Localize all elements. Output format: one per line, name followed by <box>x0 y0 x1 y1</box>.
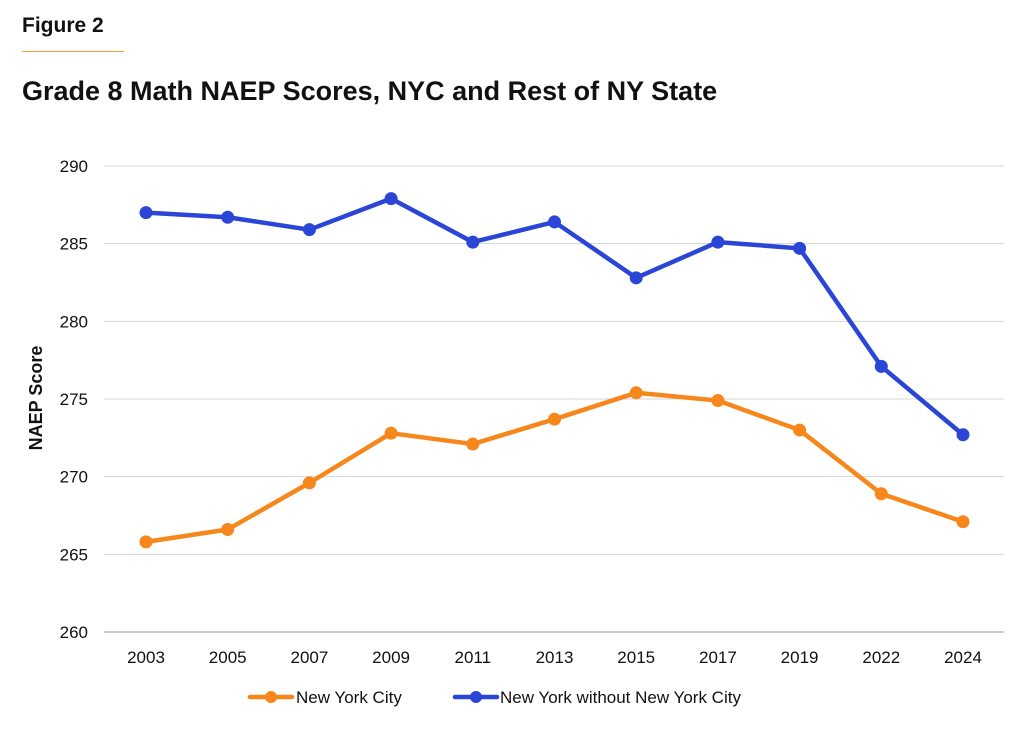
gridlines <box>104 165 1004 633</box>
x-tick-label: 2009 <box>372 648 410 667</box>
figure-label: Figure 2 <box>22 14 104 37</box>
y-tick-label: 285 <box>60 235 88 254</box>
data-point <box>548 412 561 426</box>
figure-label-underline <box>22 51 124 52</box>
x-tick-label: 2007 <box>290 648 328 667</box>
y-axis-label: NAEP Score <box>26 346 46 451</box>
y-tick-label: 265 <box>60 545 88 564</box>
data-point <box>139 535 153 549</box>
data-point <box>874 359 888 373</box>
data-point <box>466 235 480 249</box>
x-tick-label: 2005 <box>209 648 247 667</box>
series-lines <box>139 192 970 549</box>
data-point <box>629 386 643 400</box>
data-point <box>221 210 235 224</box>
x-tick-label: 2015 <box>617 648 655 667</box>
data-point <box>629 271 643 285</box>
data-point <box>711 235 725 249</box>
y-tick-label: 290 <box>60 157 88 176</box>
data-point <box>302 223 316 237</box>
series-0 <box>139 386 970 549</box>
data-point <box>466 437 480 451</box>
x-tick-label: 2011 <box>455 648 492 667</box>
x-tick-label: 2019 <box>781 648 819 667</box>
legend: New York City New York without New York C… <box>247 688 741 707</box>
legend-label: New York City <box>296 688 402 707</box>
x-tick-label: 2017 <box>699 648 737 667</box>
data-point <box>548 215 561 229</box>
x-axis-ticks: 2003 2005 2007 2009 2011 2013 2015 2017 2019 2022… <box>127 648 982 667</box>
y-axis-ticks: 260 265 270 275 280 285 290 <box>60 157 88 642</box>
x-tick-label: 2003 <box>127 648 165 667</box>
legend-item: New York without New York City <box>452 688 741 707</box>
legend-swatch-marker <box>470 691 482 703</box>
legend-item: New York City <box>247 688 402 707</box>
legend-swatch-marker <box>265 691 277 703</box>
data-point <box>793 423 807 437</box>
data-point <box>221 522 235 536</box>
chart-title: Grade 8 Math NAEP Scores, NYC and Rest o… <box>22 76 718 106</box>
data-point <box>874 487 888 501</box>
legend-label: New York without New York City <box>500 688 741 707</box>
y-tick-label: 280 <box>60 312 88 331</box>
data-point <box>956 428 970 442</box>
y-tick-label: 275 <box>60 390 88 409</box>
x-tick-label: 2024 <box>944 648 982 667</box>
y-tick-label: 270 <box>60 468 88 487</box>
x-tick-label: 2013 <box>536 648 574 667</box>
data-point <box>302 476 316 490</box>
data-point <box>384 426 398 440</box>
data-point <box>139 206 153 220</box>
data-point <box>793 241 807 255</box>
series-1 <box>139 192 970 442</box>
data-point <box>956 515 970 529</box>
y-tick-label: 260 <box>60 623 88 642</box>
x-tick-label: 2022 <box>862 648 900 667</box>
data-point <box>711 394 725 408</box>
data-point <box>384 192 398 206</box>
